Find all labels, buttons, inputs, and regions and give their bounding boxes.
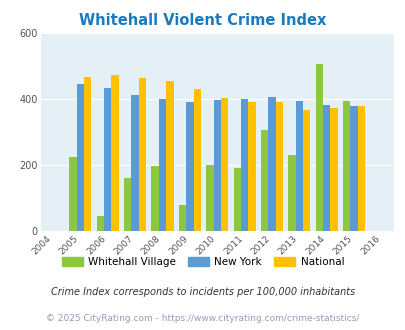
Bar (69, 157, 77, 231)
Bar (330, 108, 337, 231)
Legend: Whitehall Village, New York, National: Whitehall Village, New York, National (58, 253, 347, 271)
Bar (260, 130, 268, 231)
Bar (268, 97, 275, 231)
Bar (124, 178, 131, 231)
Bar (111, 75, 119, 231)
Bar (185, 102, 193, 231)
Bar (342, 101, 350, 231)
Bar (322, 105, 330, 231)
Text: Whitehall Violent Crime Index: Whitehall Violent Crime Index (79, 13, 326, 28)
Bar (158, 99, 166, 231)
Bar (104, 88, 111, 231)
Bar (206, 165, 213, 231)
Bar (288, 155, 295, 231)
Bar (193, 89, 200, 231)
Bar (295, 101, 302, 231)
Bar (220, 98, 228, 231)
Text: © 2025 CityRating.com - https://www.cityrating.com/crime-statistics/: © 2025 CityRating.com - https://www.city… (46, 314, 359, 323)
Bar (131, 95, 139, 231)
Bar (84, 77, 91, 231)
Bar (315, 64, 322, 231)
Bar (248, 102, 255, 231)
Bar (213, 100, 220, 231)
Bar (240, 99, 248, 231)
Bar (302, 110, 310, 231)
Bar (233, 168, 240, 231)
Bar (139, 78, 146, 231)
Bar (350, 106, 357, 231)
Bar (96, 216, 104, 231)
Bar (77, 84, 84, 231)
Bar (166, 81, 173, 231)
Bar (151, 166, 158, 231)
Bar (357, 106, 364, 231)
Text: Crime Index corresponds to incidents per 100,000 inhabitants: Crime Index corresponds to incidents per… (51, 287, 354, 297)
Bar (275, 102, 282, 231)
Bar (178, 205, 185, 231)
